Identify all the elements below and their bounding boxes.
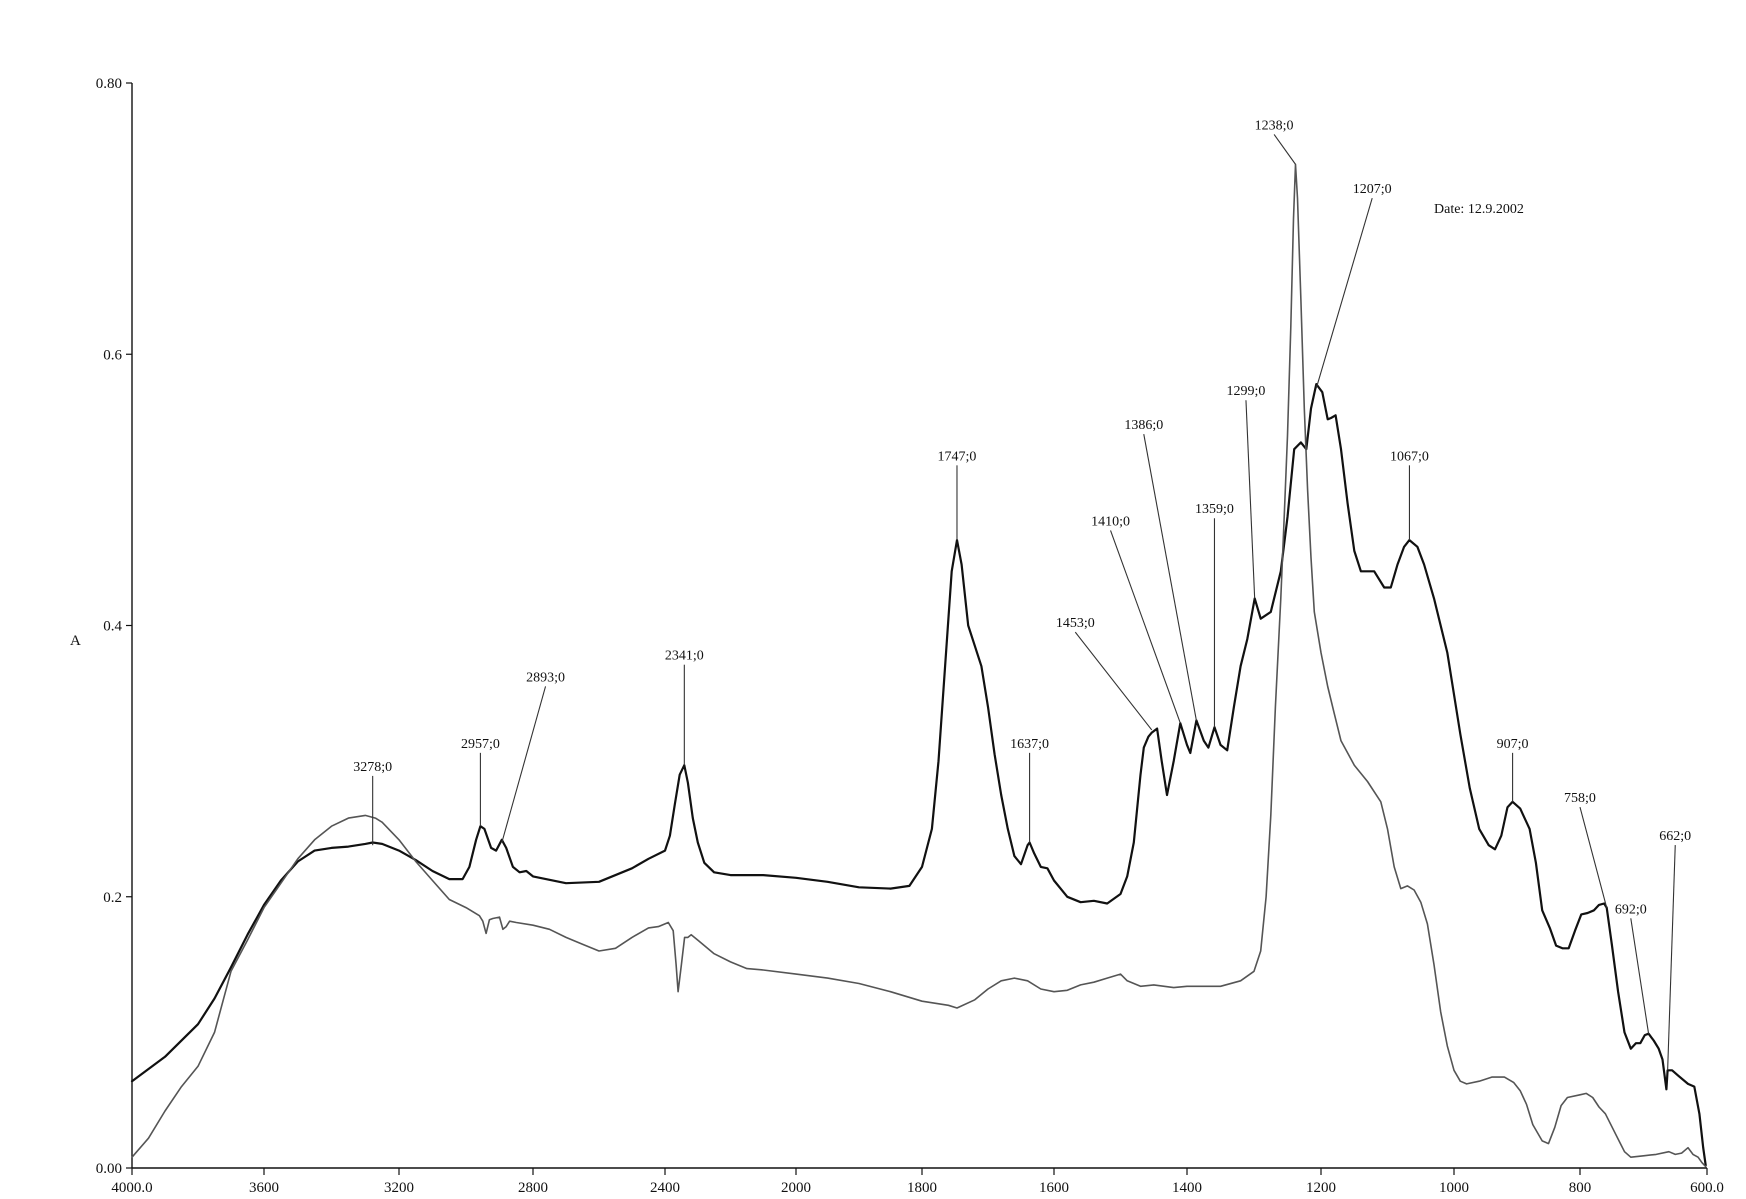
- y-tick-label: 0.6: [103, 347, 122, 363]
- peak-annotations: 3278;0 2957;0 2893;0 2341;0 1747;0 1637;0 1453…: [353, 118, 1691, 1071]
- peak-leader-line: [501, 686, 547, 843]
- spectrum-series: [130, 163, 1707, 1168]
- x-tick-label: 1600: [1039, 1180, 1069, 1196]
- peak-leader-line: [1630, 918, 1650, 1034]
- spectrum-line-2: [131, 163, 1707, 1168]
- peak-label: 1067;0: [1390, 449, 1429, 464]
- peak-label: 1747;0: [938, 449, 977, 464]
- spectrum-line-1: [130, 383, 1707, 1167]
- x-tick-label: 1000: [1439, 1180, 1469, 1196]
- peak-label: 758;0: [1564, 791, 1596, 806]
- peak-label: 907;0: [1497, 737, 1529, 752]
- x-tick-label: 4000.0: [111, 1180, 152, 1196]
- peak-label: 1359;0: [1195, 502, 1234, 517]
- peak-leader-line: [1667, 845, 1676, 1071]
- peak-label: 1453;0: [1056, 616, 1095, 631]
- x-tick-label: 1800: [907, 1180, 937, 1196]
- x-axis-ticks: 4000.0 3600 3200 2800 2400 2000 1800 1600 1400 12…: [111, 1168, 1724, 1196]
- peak-leader-line: [1315, 197, 1373, 389]
- x-tick-label: 2800: [518, 1180, 548, 1196]
- peak-label: 1238;0: [1255, 118, 1294, 133]
- peak-leader-line: [1110, 530, 1181, 724]
- peak-leader-line: [1074, 631, 1153, 731]
- x-tick-label: 1200: [1306, 1180, 1336, 1196]
- x-tick-label: 3600: [249, 1180, 279, 1196]
- y-tick-label: 0.00: [96, 1161, 122, 1177]
- peak-label: 3278;0: [353, 760, 392, 775]
- peak-label: 1207;0: [1353, 182, 1392, 197]
- peak-label: 2957;0: [461, 737, 500, 752]
- peak-label: 2893;0: [526, 670, 565, 685]
- peak-label: 1410;0: [1091, 514, 1130, 529]
- y-axis-ticks: 0.00 0.2 0.4 0.6 0.80: [96, 76, 132, 1177]
- peak-leader-line: [1245, 400, 1256, 599]
- peak-label: 1386;0: [1124, 418, 1163, 433]
- y-tick-label: 0.80: [96, 76, 122, 92]
- x-tick-label: 800: [1569, 1180, 1592, 1196]
- x-tick-label: 1400: [1172, 1180, 1202, 1196]
- date-annotation: Date: 12.9.2002: [1434, 202, 1524, 217]
- y-tick-label: 0.2: [103, 890, 122, 906]
- peak-label: 2341;0: [665, 649, 704, 664]
- x-tick-label: 600.0: [1690, 1180, 1724, 1196]
- x-tick-label: 2000: [781, 1180, 811, 1196]
- axes: [131, 83, 1707, 1169]
- peak-label: 1299;0: [1227, 384, 1266, 399]
- peak-label: 1637;0: [1010, 737, 1049, 752]
- peak-leader-line: [1143, 434, 1197, 721]
- y-axis-title: A: [70, 633, 81, 649]
- peak-leader-line: [1273, 134, 1296, 165]
- peak-label: 662;0: [1659, 829, 1691, 844]
- peak-leader-line: [1579, 806, 1608, 908]
- y-tick-label: 0.4: [103, 619, 122, 635]
- x-tick-label: 3200: [384, 1180, 414, 1196]
- x-tick-label: 2400: [650, 1180, 680, 1196]
- peak-label: 692;0: [1615, 902, 1647, 917]
